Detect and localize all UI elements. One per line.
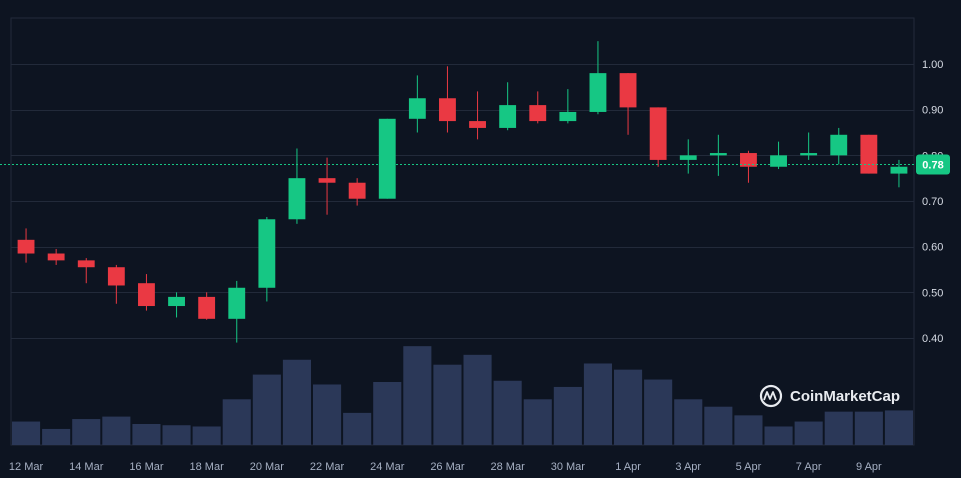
volume-bar	[674, 399, 703, 445]
candle-body	[168, 296, 185, 307]
candle-body	[860, 134, 878, 174]
volume-bar	[252, 374, 281, 445]
volume-bar	[222, 399, 251, 445]
x-tick-label: 26 Mar	[430, 461, 465, 473]
current-price-badge-bg	[916, 154, 950, 175]
coinmarketcap-watermark: CoinMarketCap	[759, 384, 900, 408]
volume-bar	[12, 421, 41, 445]
volume-bar	[794, 421, 823, 445]
candle-body	[559, 111, 577, 122]
volume-bar	[102, 416, 131, 445]
candle-body	[529, 105, 547, 122]
watermark-text: CoinMarketCap	[790, 388, 900, 405]
grid-lines	[10, 17, 915, 446]
volume-bar	[854, 411, 883, 445]
current-price-badge: 0.78	[916, 154, 950, 175]
volume-bars	[12, 346, 913, 445]
volume-bar	[583, 363, 612, 445]
candle-body	[17, 239, 35, 254]
coinmarketcap-logo-icon	[759, 384, 783, 408]
x-tick-label: 14 Mar	[69, 461, 104, 473]
y-tick-label: 0.90	[922, 105, 943, 117]
candles	[17, 41, 908, 343]
candle-body	[709, 153, 727, 156]
y-tick-label: 0.60	[922, 242, 943, 254]
y-axis-ticks: 0.400.500.600.700.800.901.00	[922, 59, 943, 345]
x-tick-label: 1 Apr	[615, 461, 641, 473]
volume-bar	[132, 424, 161, 445]
candle-body	[589, 73, 607, 112]
candle-body	[77, 260, 95, 268]
candle-body	[619, 73, 637, 108]
candle-body	[198, 296, 216, 319]
candle-body	[800, 153, 818, 156]
candle-body	[469, 121, 486, 128]
candle-body	[288, 178, 306, 220]
x-tick-label: 24 Mar	[370, 461, 405, 473]
volume-bar	[403, 346, 432, 445]
candle-body	[499, 105, 517, 128]
volume-bar	[162, 425, 191, 445]
x-tick-label: 16 Mar	[129, 461, 164, 473]
x-tick-label: 7 Apr	[796, 461, 822, 473]
current-price-label: 0.78	[922, 160, 943, 172]
x-tick-label: 12 Mar	[9, 461, 44, 473]
x-tick-label: 5 Apr	[736, 461, 762, 473]
y-tick-label: 0.70	[922, 196, 943, 208]
candle-body	[378, 118, 396, 199]
volume-bar	[884, 410, 913, 445]
candle-body	[679, 155, 697, 160]
x-tick-label: 30 Mar	[551, 461, 586, 473]
volume-bar	[734, 415, 763, 445]
volume-bar	[553, 386, 582, 445]
x-tick-label: 28 Mar	[491, 461, 526, 473]
x-tick-label: 3 Apr	[675, 461, 701, 473]
volume-bar	[343, 412, 372, 445]
y-tick-label: 1.00	[922, 59, 943, 71]
candle-body	[439, 98, 456, 122]
volume-bar	[192, 426, 221, 445]
candle-body	[740, 153, 757, 167]
candle-body	[228, 287, 246, 319]
candle-body	[107, 267, 125, 286]
volume-bar	[282, 359, 311, 445]
volume-bar	[463, 354, 492, 445]
candle-body	[408, 98, 426, 119]
volume-bar	[764, 426, 793, 445]
volume-bar	[433, 364, 462, 445]
volume-bar	[523, 399, 552, 445]
x-tick-label: 18 Mar	[190, 461, 225, 473]
volume-bar	[824, 411, 853, 445]
candle-body	[649, 107, 667, 160]
volume-bar	[42, 428, 71, 445]
candle-body	[138, 283, 155, 307]
candle-body	[770, 155, 787, 167]
x-tick-label: 20 Mar	[250, 461, 285, 473]
plot-border	[10, 17, 915, 446]
volume-bar	[704, 406, 733, 445]
candle-body	[830, 134, 848, 156]
volume-bar	[493, 380, 522, 445]
volume-bar	[373, 382, 402, 445]
y-tick-label: 0.50	[922, 287, 943, 299]
y-tick-label: 0.40	[922, 333, 943, 345]
x-axis-ticks: 12 Mar 14 Mar 16 Mar 18 Mar 20 Mar 22 Mar 24 M…	[9, 461, 882, 473]
candle-body	[348, 182, 366, 199]
candle-body	[318, 178, 336, 183]
candle-body	[47, 253, 65, 261]
x-tick-label: 9 Apr	[856, 461, 882, 473]
volume-bar	[313, 384, 342, 445]
volume-bar	[72, 419, 101, 445]
volume-bar	[644, 379, 673, 445]
candle-body	[890, 166, 908, 174]
volume-bar	[614, 369, 643, 445]
candle-body	[258, 219, 276, 288]
x-tick-label: 22 Mar	[310, 461, 345, 473]
